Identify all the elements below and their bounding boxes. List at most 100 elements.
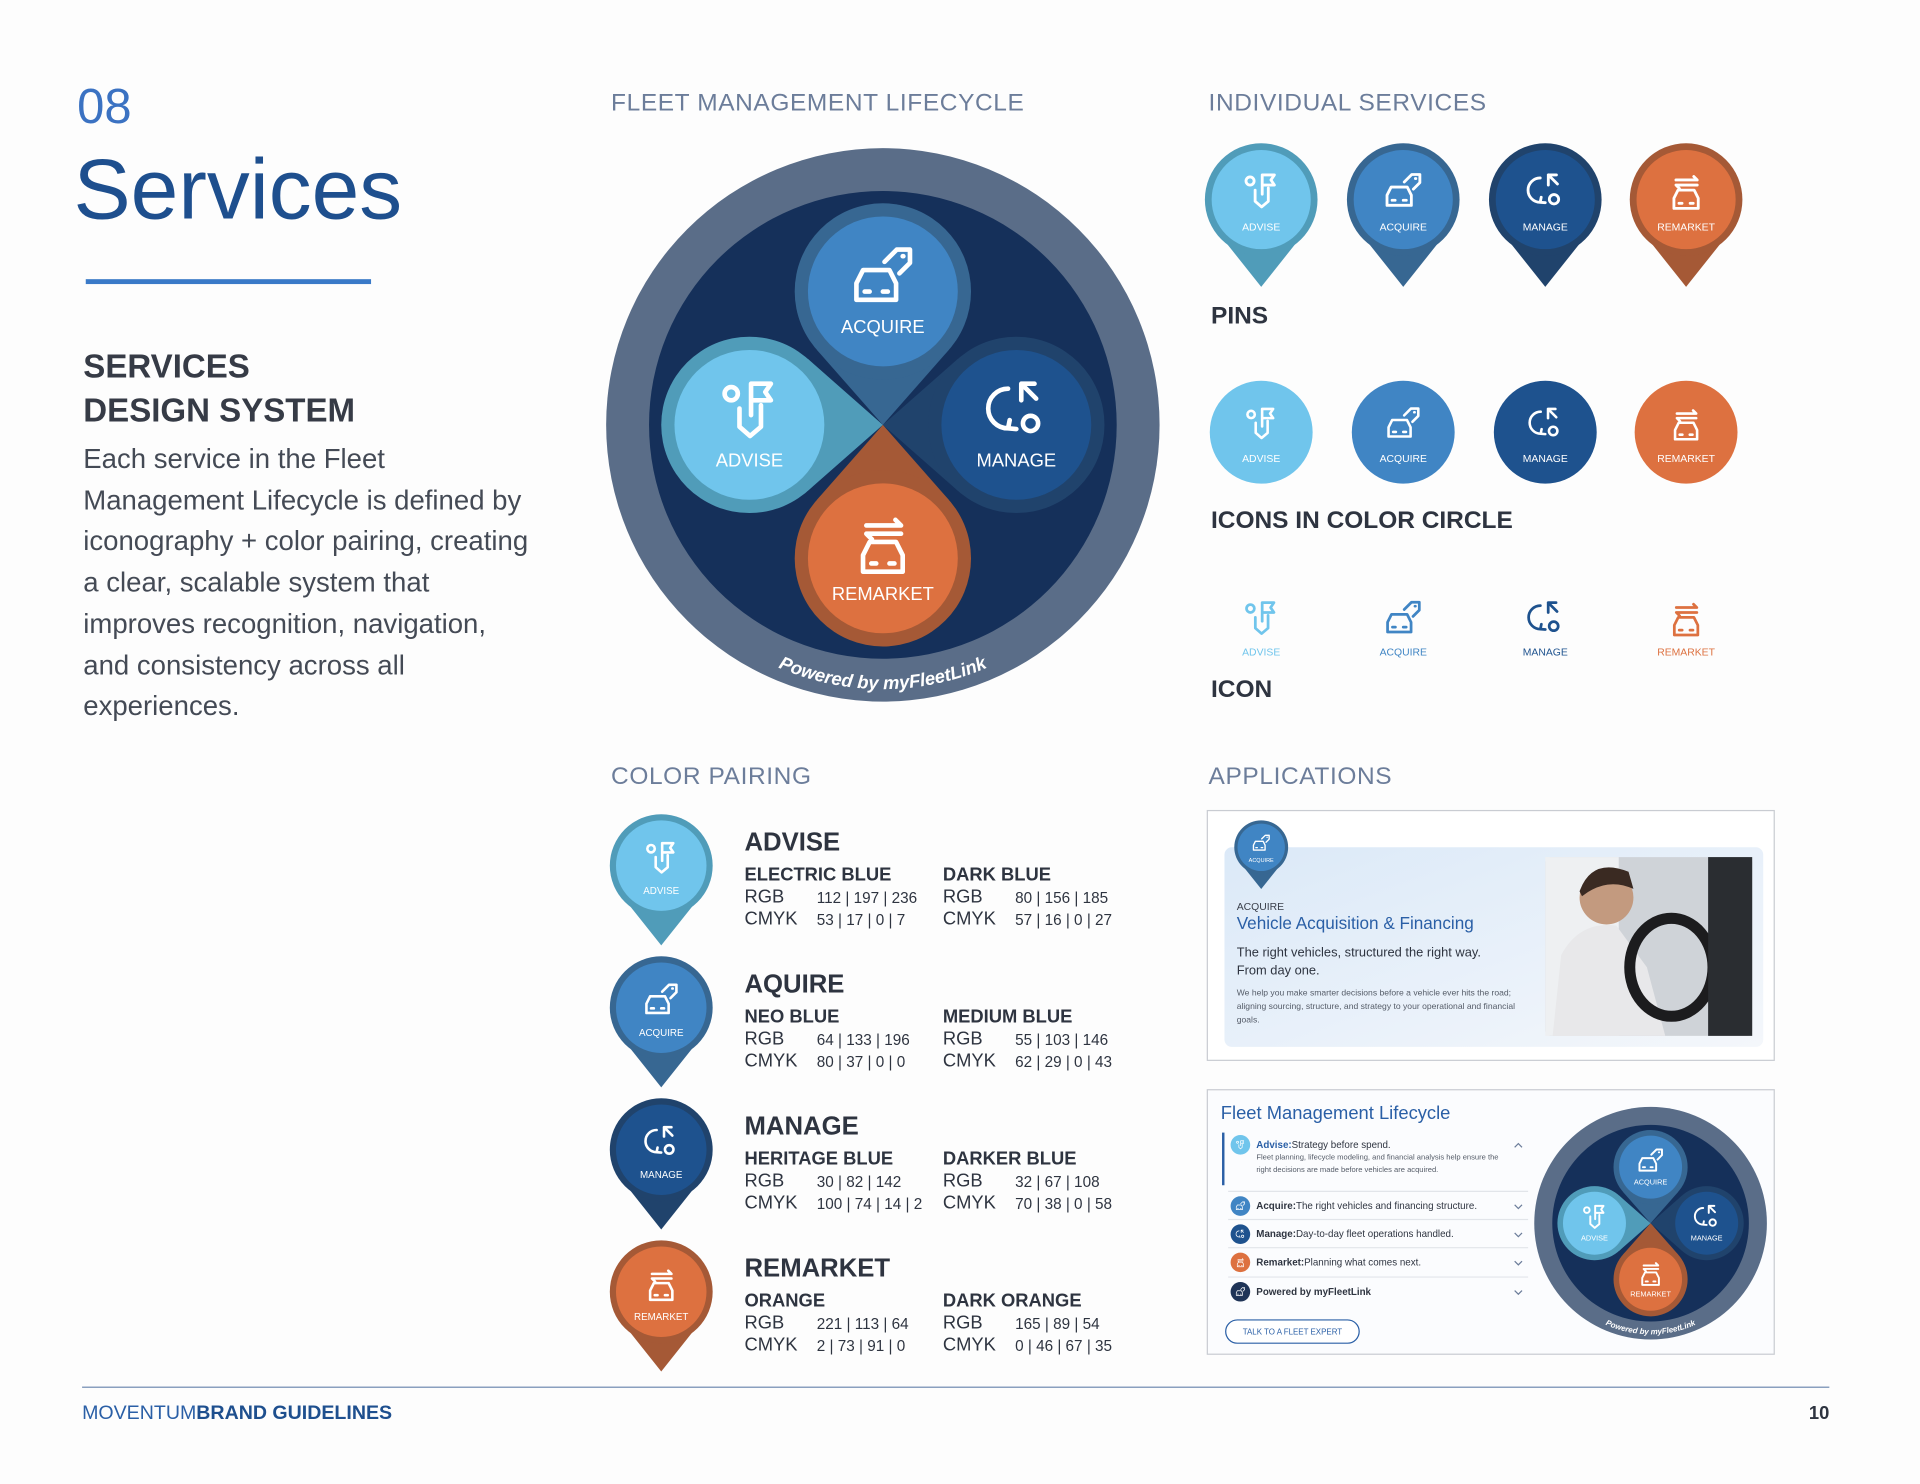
color-name: DARK ORANGE bbox=[943, 1289, 1082, 1310]
service-icon bbox=[860, 517, 906, 575]
icon-stroke bbox=[1402, 407, 1420, 424]
card-title: Vehicle Acquisition & Financing bbox=[1237, 913, 1474, 933]
cmyk-label: CMYK bbox=[745, 1049, 799, 1070]
icon-stroke bbox=[1528, 410, 1547, 436]
icon-stroke bbox=[1240, 1229, 1244, 1234]
drop-face bbox=[1675, 1191, 1739, 1255]
page-number: 10 bbox=[1809, 1402, 1829, 1423]
service-name: REMARKET bbox=[745, 1255, 891, 1283]
item-label: Advise: bbox=[1256, 1139, 1291, 1150]
service-icon bbox=[1386, 600, 1421, 634]
segment-label: ACQUIRE bbox=[841, 316, 925, 337]
icon-stroke bbox=[660, 841, 675, 863]
photo-dash bbox=[1708, 857, 1753, 1036]
cmyk-label: CMYK bbox=[943, 1333, 997, 1354]
icon-stroke bbox=[1594, 1204, 1605, 1221]
card-lead: The right vehicles, structured the right… bbox=[1236, 945, 1481, 979]
cmyk-value: 80 | 37 | 0 | 0 bbox=[817, 1054, 905, 1071]
icon-stroke bbox=[1236, 1261, 1244, 1268]
card-eyebrow: ACQUIRE bbox=[1237, 902, 1284, 913]
icon-stroke bbox=[663, 1143, 675, 1155]
icon-stroke bbox=[650, 1269, 673, 1276]
pin-face bbox=[1495, 150, 1595, 250]
icon-stroke bbox=[1020, 413, 1041, 434]
icon-stroke bbox=[645, 994, 670, 1015]
icon-stroke bbox=[854, 267, 899, 303]
segment-label: MANAGE bbox=[977, 449, 1057, 470]
cmyk-value: 57 | 16 | 0 | 27 bbox=[1015, 912, 1112, 929]
icon-stroke bbox=[1546, 173, 1559, 187]
icon-stroke bbox=[1674, 175, 1699, 182]
service-icon bbox=[1385, 173, 1422, 207]
service-name: MANAGE bbox=[745, 1112, 859, 1140]
icon-stroke bbox=[1526, 176, 1547, 205]
item-label: Acquire: bbox=[1256, 1201, 1296, 1212]
circle-label: MANAGE bbox=[1523, 454, 1568, 465]
icon-stroke bbox=[864, 531, 904, 542]
icon-stroke bbox=[1672, 188, 1700, 210]
rgb-label: RGB bbox=[745, 1311, 785, 1332]
service-icon bbox=[1672, 175, 1700, 210]
icon-stroke bbox=[1672, 615, 1700, 637]
cmyk-value: 70 | 38 | 0 | 58 bbox=[1015, 1196, 1112, 1213]
color-name: ELECTRIC BLUE bbox=[745, 863, 892, 884]
service-icon bbox=[646, 841, 675, 874]
service-icon bbox=[1641, 1262, 1660, 1286]
icon-stroke bbox=[1638, 1157, 1658, 1172]
service-icon bbox=[1387, 407, 1420, 438]
item-text: Advise:Strategy before spend. bbox=[1256, 1139, 1390, 1150]
photo-person bbox=[1552, 925, 1666, 1036]
icon-stroke bbox=[1589, 1213, 1601, 1229]
footer-brand: MOVENTUMBRAND GUIDELINES bbox=[82, 1402, 392, 1424]
chevron bbox=[1514, 1260, 1523, 1266]
chevron bbox=[1514, 1290, 1523, 1296]
rgb-value: 64 | 133 | 196 bbox=[817, 1032, 910, 1049]
icon-stroke bbox=[1642, 1262, 1660, 1267]
row-label: ICONS IN COLOR CIRCLE bbox=[1211, 507, 1513, 534]
icon-stroke bbox=[1547, 193, 1561, 206]
item-value: Strategy before spend. bbox=[1292, 1139, 1391, 1150]
color-name: HERITAGE BLUE bbox=[745, 1147, 894, 1168]
segment-label: ACQUIRE bbox=[1634, 1177, 1668, 1186]
rgb-value: 112 | 197 | 236 bbox=[817, 890, 917, 907]
rgb-label: RGB bbox=[943, 1027, 983, 1048]
item-text: Remarket:Planning what comes next. bbox=[1256, 1257, 1421, 1268]
icon-label: ACQUIRE bbox=[1380, 647, 1427, 658]
item-value: Day-to-day fleet operations handled. bbox=[1296, 1229, 1454, 1240]
intro-heading: DESIGN SYSTEM bbox=[83, 392, 355, 429]
rgb-value: 32 | 67 | 108 bbox=[1015, 1174, 1100, 1191]
icon-stroke bbox=[1254, 419, 1269, 440]
icon-stroke bbox=[1240, 1201, 1245, 1206]
rgb-label: RGB bbox=[745, 885, 785, 906]
pin-label: ACQUIRE bbox=[1380, 222, 1427, 233]
rgb-value: 30 | 82 | 142 bbox=[817, 1174, 902, 1191]
service-icon bbox=[1245, 601, 1276, 635]
pin-label: REMARKET bbox=[634, 1312, 688, 1323]
drop-face bbox=[1619, 1247, 1683, 1311]
rgb-label: RGB bbox=[745, 1027, 785, 1048]
card-detail: We help you make smarter decisions befor… bbox=[1236, 989, 1516, 1025]
service-icon bbox=[1638, 1148, 1663, 1172]
icon-stroke bbox=[1237, 1258, 1244, 1260]
icon-stroke bbox=[1650, 1148, 1663, 1161]
row-label: PINS bbox=[1211, 303, 1268, 330]
service-icon bbox=[1235, 1287, 1245, 1296]
intro-body: Each service in the Fleet Management Lif… bbox=[83, 443, 529, 722]
rgb-value: 80 | 156 | 185 bbox=[1015, 890, 1108, 907]
intro-heading: SERVICES bbox=[83, 348, 250, 385]
rgb-value: 165 | 89 | 54 bbox=[1015, 1316, 1100, 1333]
drop-face bbox=[807, 483, 958, 634]
icon-circle bbox=[1493, 380, 1597, 484]
icon-stroke bbox=[1245, 603, 1256, 614]
icon-stroke bbox=[1386, 613, 1413, 634]
segment-label: ADVISE bbox=[1581, 1234, 1608, 1243]
icon-stroke bbox=[1235, 1204, 1243, 1211]
icon-stroke bbox=[1546, 407, 1558, 420]
service-name: ADVISE bbox=[745, 828, 841, 856]
icon-stroke bbox=[1235, 1290, 1243, 1296]
service-icon bbox=[1673, 409, 1699, 441]
cta-button[interactable] bbox=[1225, 1319, 1360, 1344]
pin-face bbox=[1636, 150, 1736, 250]
icon-stroke bbox=[1235, 1230, 1241, 1238]
